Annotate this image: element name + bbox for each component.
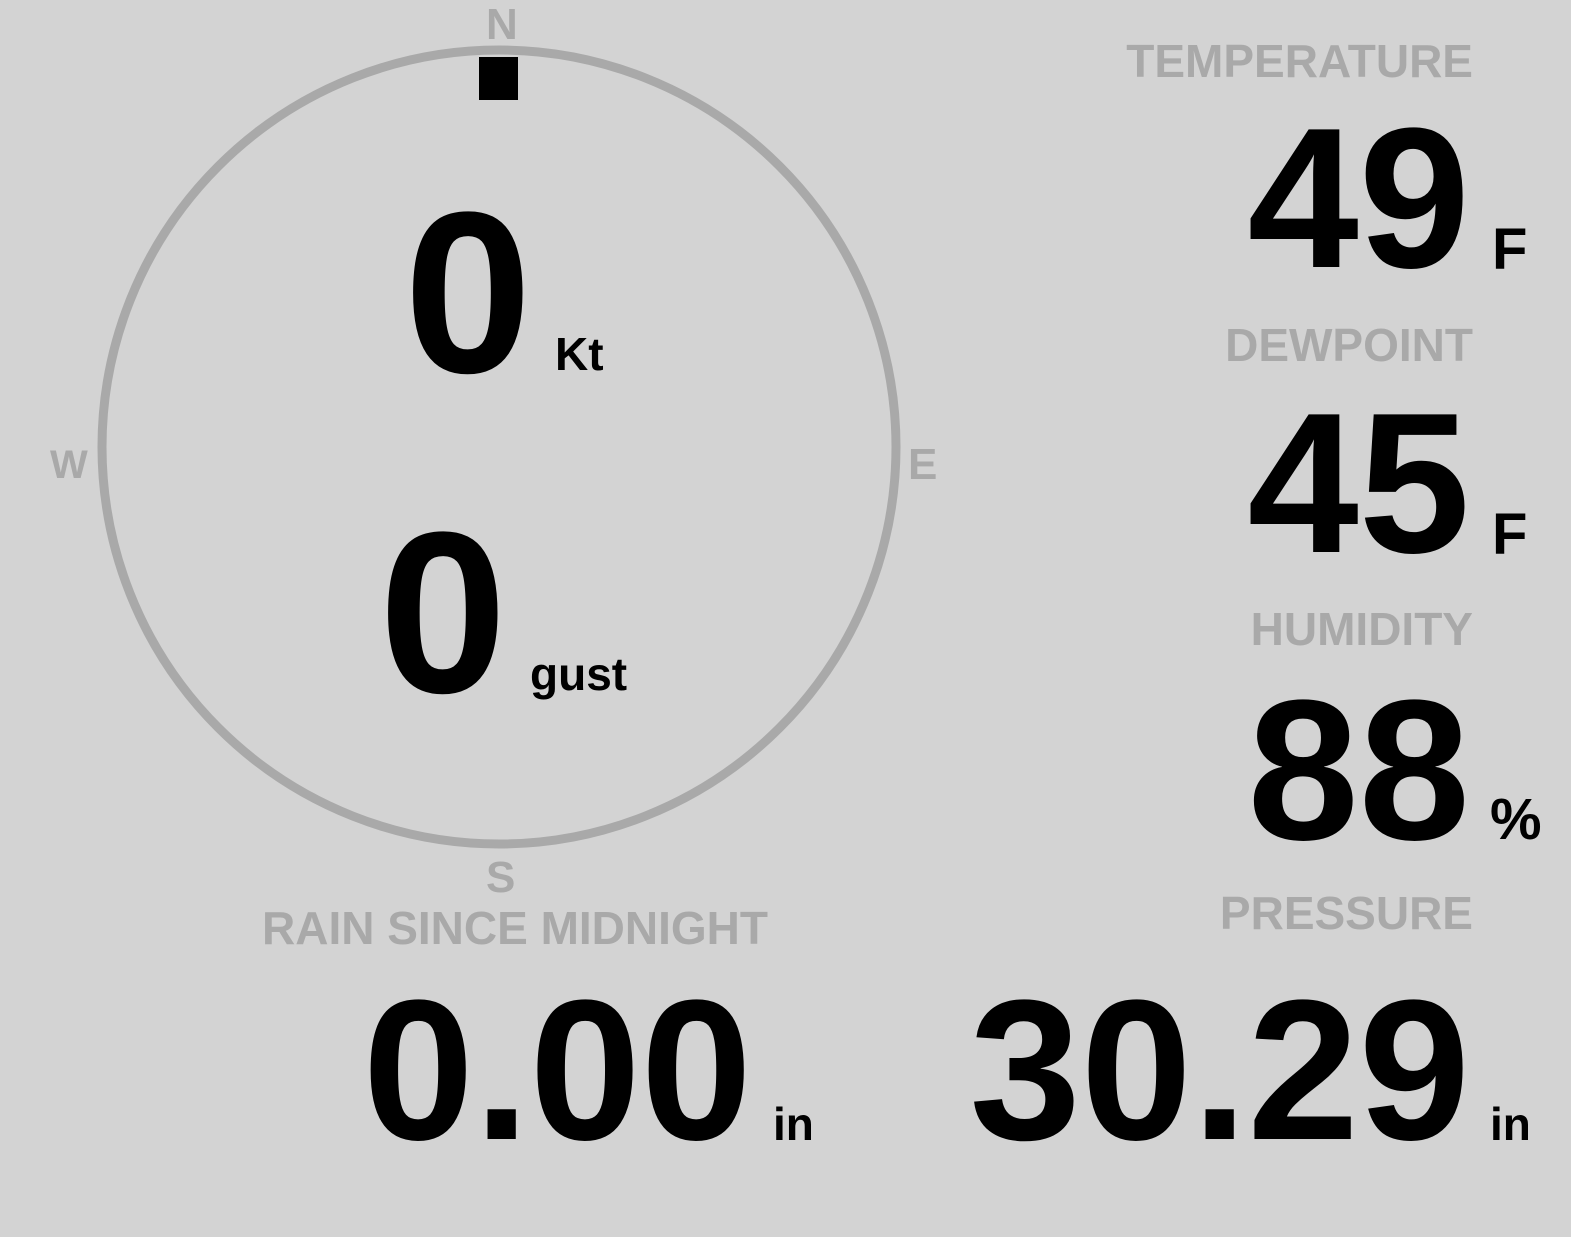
wind-speed-value: 0 [404, 164, 532, 421]
rain-label: RAIN SINCE MIDNIGHT [262, 902, 768, 954]
compass-south: S [486, 853, 516, 902]
dewpoint-label: DEWPOINT [1225, 319, 1473, 371]
wind-speed-unit: Kt [555, 328, 604, 380]
humidity-label: HUMIDITY [1250, 603, 1473, 655]
pressure-unit: in [1490, 1098, 1531, 1150]
dewpoint-unit: F [1492, 502, 1528, 567]
pressure-value: 30.29 [969, 959, 1471, 1182]
wind-gust-unit: gust [530, 648, 628, 700]
temperature-unit: F [1492, 217, 1528, 282]
compass-ring [97, 45, 901, 849]
compass-north: N [486, 0, 518, 49]
compass-west: W [50, 443, 88, 487]
humidity-unit: % [1490, 787, 1542, 852]
compass-east: E [908, 440, 938, 489]
wind-gust-value: 0 [379, 484, 507, 741]
dewpoint-value: 45 [1247, 372, 1470, 595]
wind-direction-marker [479, 57, 518, 100]
humidity-value: 88 [1247, 659, 1470, 882]
pressure-label: PRESSURE [1219, 887, 1473, 939]
rain-value: 0.00 [362, 959, 752, 1182]
rain-unit: in [773, 1098, 814, 1150]
temperature-value: 49 [1247, 87, 1470, 310]
temperature-label: TEMPERATURE [1126, 35, 1473, 87]
